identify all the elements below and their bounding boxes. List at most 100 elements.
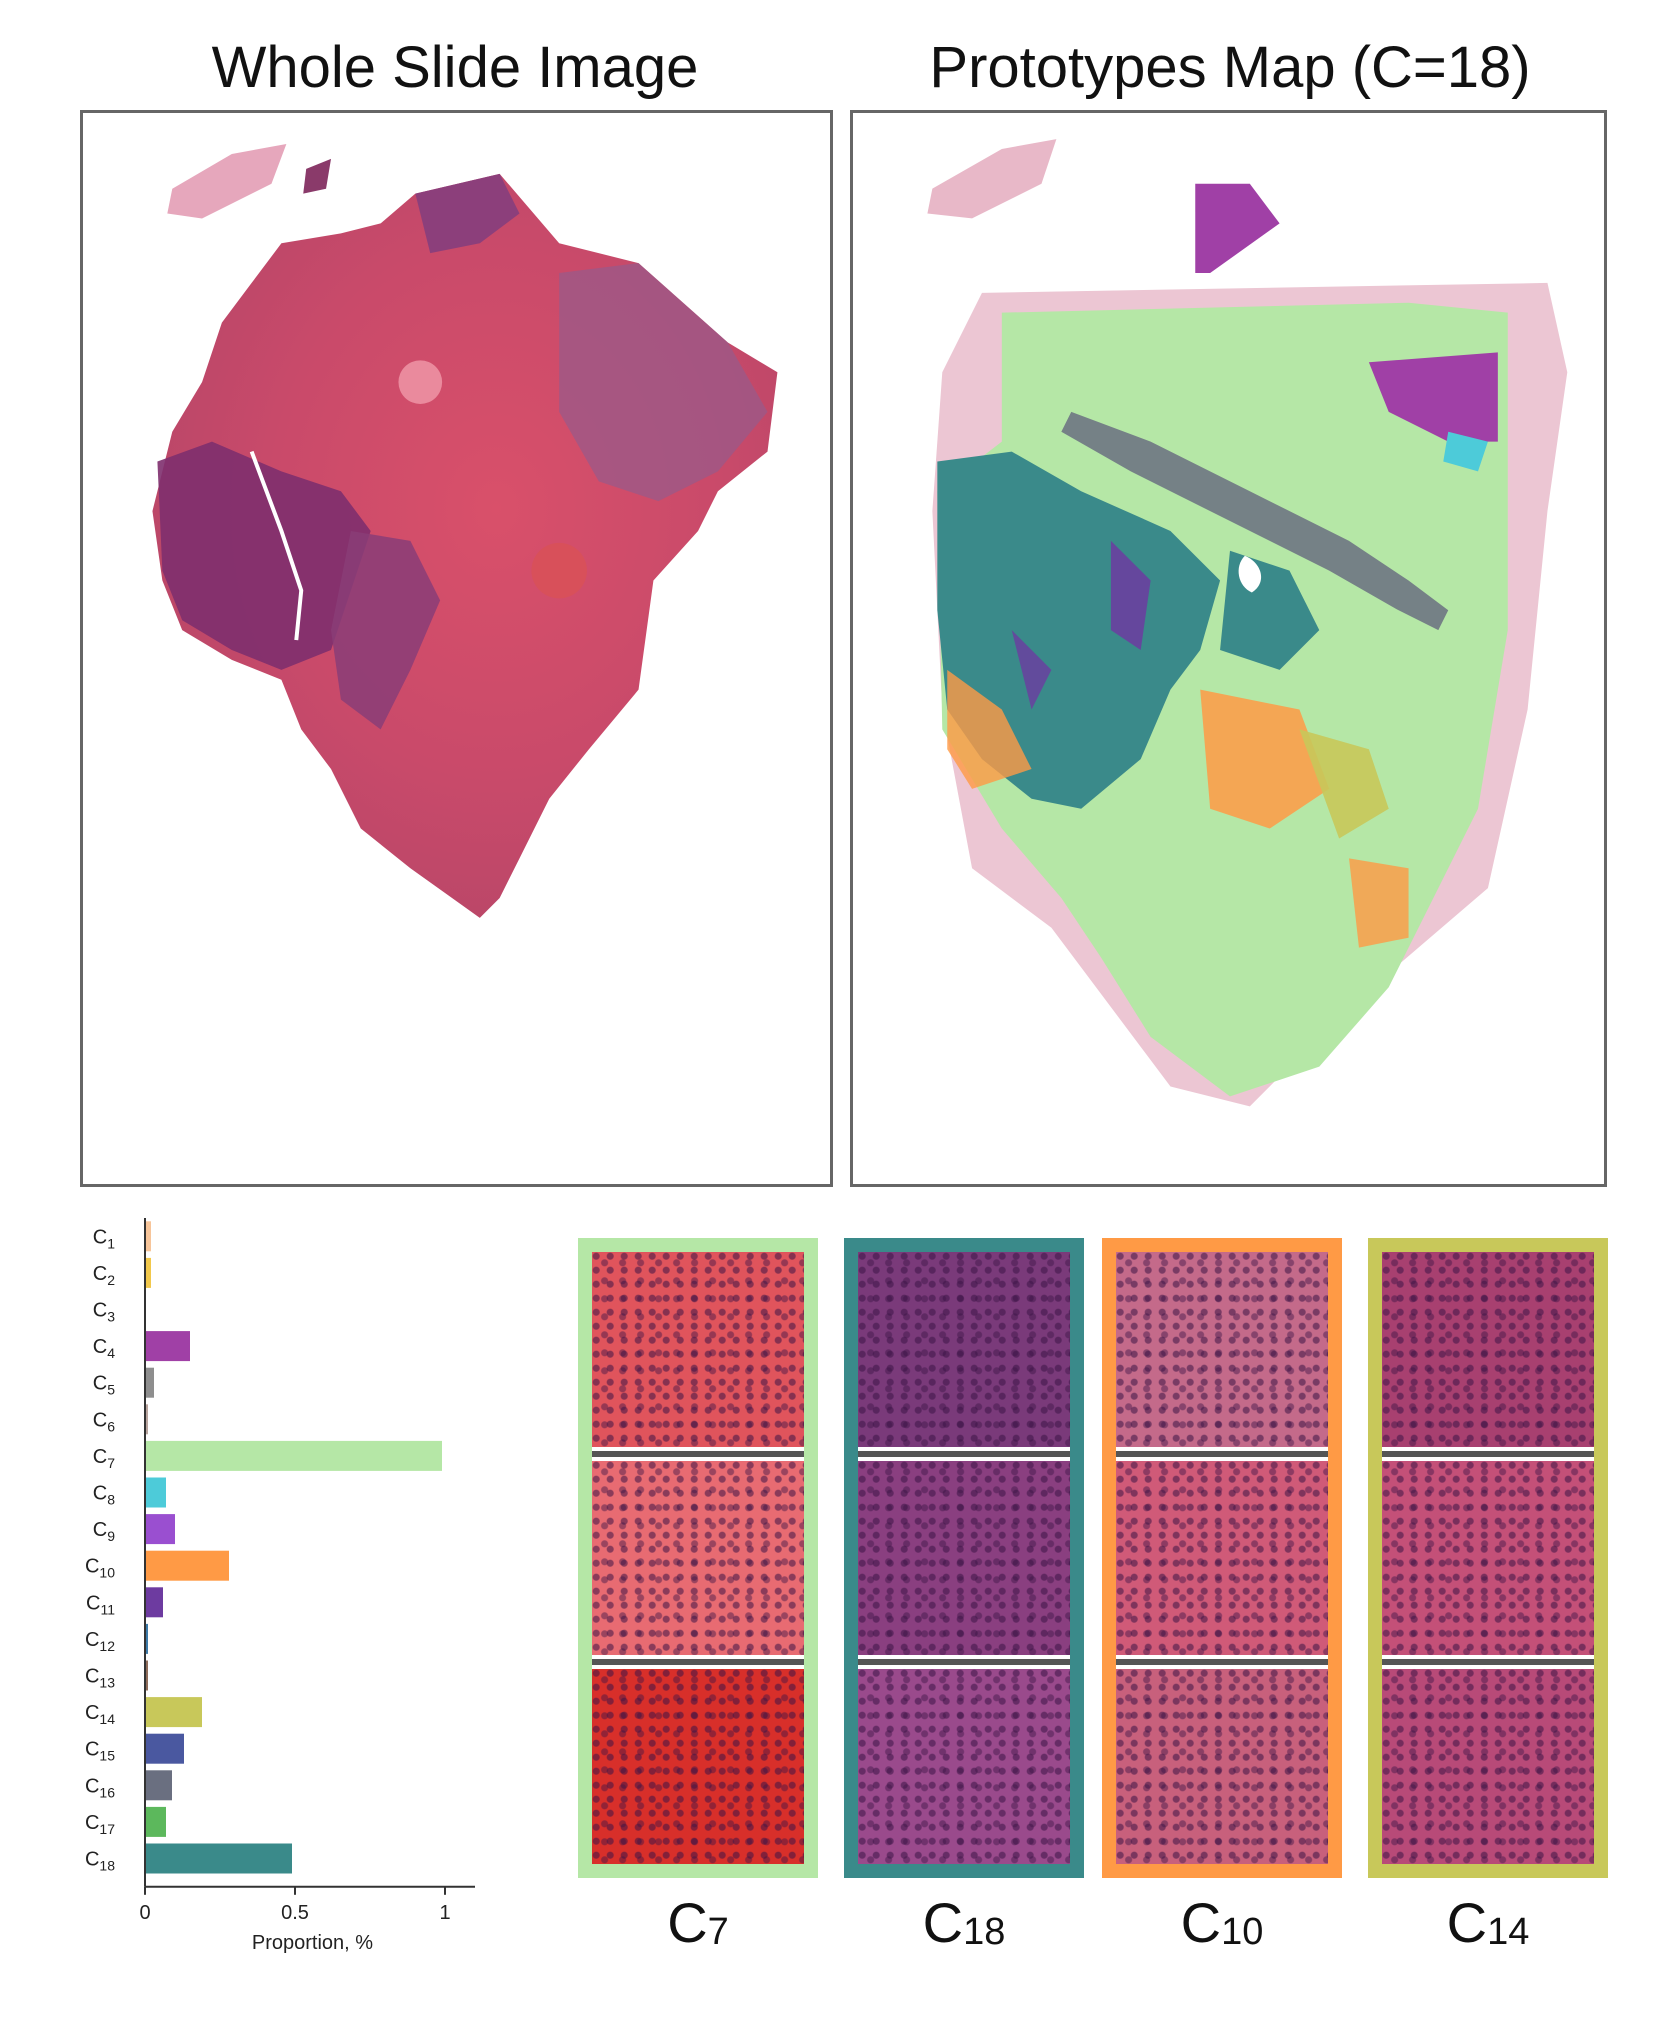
title-prototypes-map: Prototypes Map (C=18): [929, 35, 1531, 100]
x-tick-label: 0.5: [281, 1902, 309, 1924]
category-label: C10: [85, 1556, 115, 1581]
x-tick-label: 1: [439, 1902, 450, 1924]
prototype-patch: [592, 1460, 804, 1656]
bar: [145, 1440, 442, 1471]
tissue-vessel: [398, 360, 443, 404]
prototype-patch: [592, 1252, 804, 1447]
bar: [145, 1806, 166, 1837]
bar: [145, 1331, 190, 1362]
tissue-fragment: [303, 158, 332, 194]
prototype-patch: [858, 1669, 1070, 1864]
cluster-c4-region: [1195, 183, 1280, 273]
tissue-fragment: [927, 139, 1057, 219]
x-tick-label: 0: [139, 1902, 150, 1924]
prototype-label-c7: C7: [667, 1891, 729, 1954]
patch-separator: [592, 1655, 804, 1670]
category-label: C11: [86, 1592, 115, 1617]
bar: [145, 1404, 148, 1435]
cluster-c10-region: [1349, 858, 1409, 948]
whole-slide-image-panel: [80, 110, 833, 1187]
tissue-hole: [1238, 555, 1262, 593]
tissue-dark-region: [559, 263, 768, 502]
bar: [145, 1770, 172, 1801]
patch-separator: [1116, 1446, 1328, 1461]
prototype-patch: [1116, 1460, 1328, 1656]
x-axis-ticks: 0 0.5 1: [139, 1886, 451, 1924]
prototype-label-c18: C18: [922, 1891, 1006, 1954]
category-label: C17: [85, 1812, 115, 1837]
patch-separator: [858, 1655, 1070, 1670]
patch-separator: [858, 1446, 1070, 1461]
whole-slide-image: [152, 144, 778, 918]
bar: [145, 1843, 292, 1874]
category-labels: C1 C2 C3 C4 C5 C6 C7 C8 C9 C10 C11 C12 C13 C14 C15 C16 C…: [85, 1226, 115, 1873]
category-label: C8: [93, 1483, 115, 1508]
cluster-proportion-bar-chart: C1 C2 C3 C4 C5 C6 C7 C8 C9 C10 C11 C12 C13 C14 C15 C16 C…: [85, 1218, 475, 1954]
tissue-fragment: [167, 144, 287, 219]
prototype-strip-c10: [1102, 1238, 1342, 1878]
cluster-c8-region: [1443, 431, 1488, 472]
category-label: C6: [93, 1409, 115, 1434]
prototypes-map-panel: [850, 110, 1607, 1187]
bar: [145, 1587, 163, 1618]
prototype-strip-c7: [578, 1238, 818, 1878]
cluster-c16-region: [1061, 411, 1449, 631]
tissue-crack: [249, 450, 304, 641]
prototype-patch: [1382, 1460, 1594, 1656]
prototype-strip-c18: [844, 1238, 1084, 1878]
category-label: C4: [93, 1336, 115, 1361]
bar: [145, 1367, 154, 1398]
cluster-c18-region: [937, 451, 1221, 809]
prototype-label-c10: C10: [1180, 1891, 1264, 1954]
category-label: C1: [93, 1226, 115, 1251]
tissue-hole: [689, 550, 713, 591]
category-label: C13: [85, 1666, 115, 1691]
category-label: C5: [93, 1373, 115, 1398]
category-label: C14: [85, 1702, 115, 1727]
bar: [145, 1257, 151, 1288]
cluster-c11-region: [1011, 630, 1052, 710]
cluster-c10-region: [1200, 689, 1330, 829]
prototype-patch: [1382, 1669, 1594, 1864]
patch-separator: [1116, 1655, 1328, 1670]
bar: [145, 1221, 151, 1252]
patch-separator: [1382, 1655, 1594, 1670]
bar: [145, 1514, 175, 1545]
patch-separator: [1382, 1446, 1594, 1461]
tissue-dark-region: [331, 530, 441, 730]
tissue-dark-region: [415, 173, 520, 254]
title-whole-slide-image: Whole Slide Image: [211, 35, 699, 100]
prototypes-map: [927, 139, 1568, 1107]
prototype-patch: [858, 1460, 1070, 1656]
x-axis-label: Proportion, %: [252, 1932, 373, 1954]
prototype-patch: [592, 1669, 804, 1864]
prototype-strip-c14: [1368, 1238, 1608, 1878]
bar: [145, 1733, 184, 1764]
cluster-c14-region: [1299, 729, 1389, 839]
category-label: C18: [85, 1849, 115, 1874]
category-label: C15: [85, 1739, 115, 1764]
category-label: C3: [93, 1300, 115, 1325]
prototype-patch: [1382, 1252, 1594, 1447]
prototype-patch: [1116, 1669, 1328, 1864]
cluster-c11-region: [1110, 540, 1151, 650]
tissue-dark-region: [157, 441, 371, 670]
bars: [145, 1221, 442, 1874]
prototype-patch: [1116, 1252, 1328, 1447]
category-label: C12: [85, 1629, 115, 1654]
prototype-label-c14: C14: [1446, 1891, 1530, 1954]
bar: [145, 1697, 202, 1728]
cluster-c10-region: [947, 669, 1032, 789]
tissue-vessel: [531, 542, 587, 599]
bar: [145, 1477, 166, 1508]
category-label: C2: [93, 1263, 115, 1288]
patch-separator: [592, 1446, 804, 1461]
category-label: C7: [93, 1446, 115, 1471]
category-label: C16: [85, 1775, 115, 1800]
bar: [145, 1660, 148, 1691]
bar: [145, 1623, 148, 1654]
category-label: C9: [93, 1519, 115, 1544]
cluster-c4-region: [1368, 352, 1498, 442]
bar: [145, 1550, 229, 1581]
prototype-patch: [858, 1252, 1070, 1447]
